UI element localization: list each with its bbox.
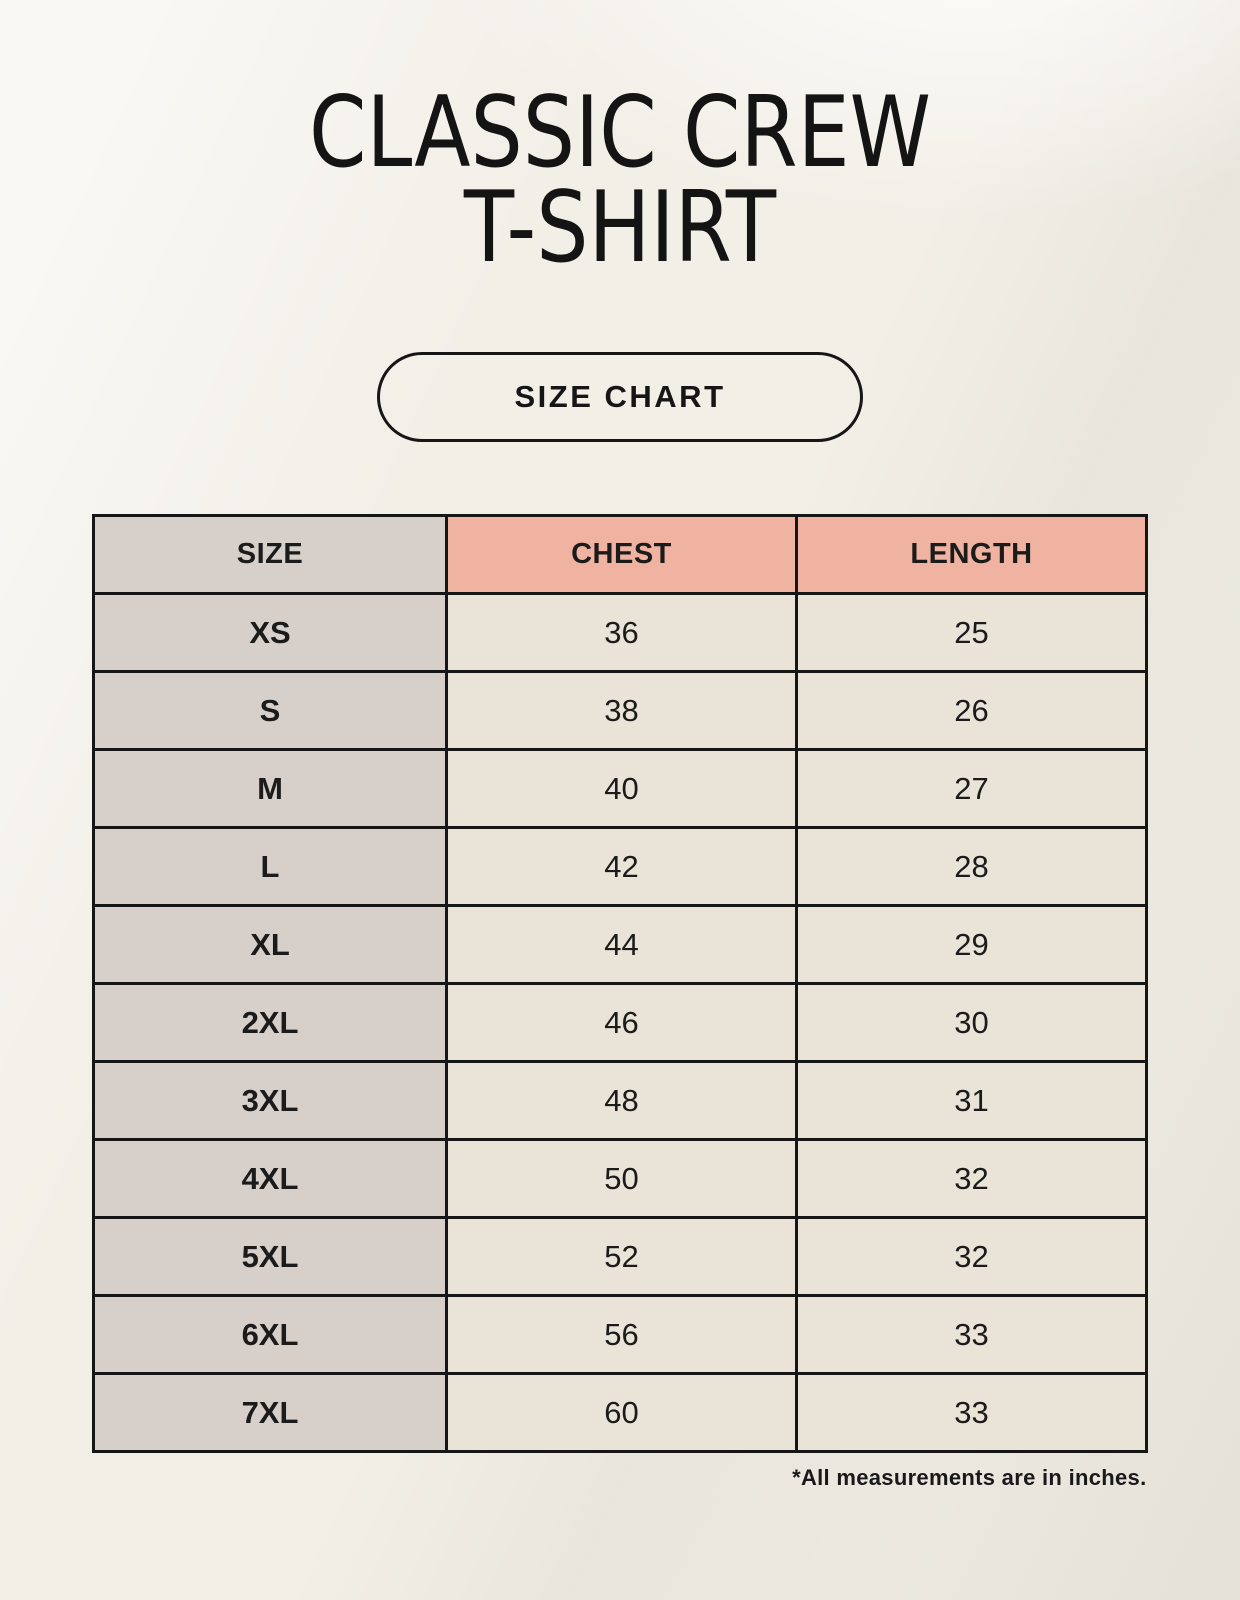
size-cell: 2XL (92, 982, 448, 1064)
size-cell: 6XL (92, 1294, 448, 1376)
chest-cell: 56 (445, 1294, 798, 1376)
size-cell: 5XL (92, 1216, 448, 1298)
table-row: 2XL 46 30 (92, 982, 1148, 1064)
length-cell: 29 (795, 904, 1148, 986)
header-row: SIZE CHEST LENGTH (92, 514, 1148, 596)
column-header-chest: CHEST (445, 514, 798, 596)
length-cell: 25 (795, 592, 1148, 674)
size-table: SIZE CHEST LENGTH XS 36 25 S 38 26 M 40 … (92, 514, 1148, 1454)
chest-cell: 52 (445, 1216, 798, 1298)
table-row: 7XL 60 33 (92, 1372, 1148, 1454)
table-row: XS 36 25 (92, 592, 1148, 674)
size-table-body: XS 36 25 S 38 26 M 40 27 L 42 28 XL 44 (92, 592, 1148, 1454)
size-cell: L (92, 826, 448, 908)
chest-cell: 42 (445, 826, 798, 908)
length-cell: 32 (795, 1216, 1148, 1298)
length-cell: 32 (795, 1138, 1148, 1220)
page-title-line-2: T-SHIRT (463, 171, 777, 286)
page-title-line-1: CLASSIC CREW (308, 76, 932, 190)
length-cell: 33 (795, 1294, 1148, 1376)
length-cell: 26 (795, 670, 1148, 752)
table-row: 4XL 50 32 (92, 1138, 1148, 1220)
table-row: S 38 26 (92, 670, 1148, 752)
size-cell: M (92, 748, 448, 830)
table-row: M 40 27 (92, 748, 1148, 830)
table-row: L 42 28 (92, 826, 1148, 908)
table-row: 3XL 48 31 (92, 1060, 1148, 1142)
page-title: CLASSIC CREW T-SHIRT (99, 76, 1141, 286)
chest-cell: 50 (445, 1138, 798, 1220)
size-cell: XL (92, 904, 448, 986)
table-row: 5XL 52 32 (92, 1216, 1148, 1298)
size-chart-button[interactable]: SIZE CHART (377, 352, 863, 443)
length-cell: 33 (795, 1372, 1148, 1454)
size-chart-button-label: SIZE CHART (514, 379, 726, 415)
length-cell: 27 (795, 748, 1148, 830)
column-header-size: SIZE (92, 514, 448, 596)
table-row: XL 44 29 (92, 904, 1148, 986)
length-cell: 31 (795, 1060, 1148, 1142)
chest-cell: 36 (445, 592, 798, 674)
size-cell: S (92, 670, 448, 752)
length-cell: 28 (795, 826, 1148, 908)
length-cell: 30 (795, 982, 1148, 1064)
chest-cell: 60 (445, 1372, 798, 1454)
size-cell: 4XL (92, 1138, 448, 1220)
table-row: 6XL 56 33 (92, 1294, 1148, 1376)
chest-cell: 46 (445, 982, 798, 1064)
size-cell: 7XL (92, 1372, 448, 1454)
footnote: *All measurements are in inches. (792, 1465, 1147, 1491)
size-cell: XS (92, 592, 448, 674)
chest-cell: 48 (445, 1060, 798, 1142)
chest-cell: 38 (445, 670, 798, 752)
column-header-length: LENGTH (795, 514, 1148, 596)
chest-cell: 40 (445, 748, 798, 830)
size-table-header: SIZE CHEST LENGTH (92, 514, 1148, 596)
chest-cell: 44 (445, 904, 798, 986)
size-cell: 3XL (92, 1060, 448, 1142)
